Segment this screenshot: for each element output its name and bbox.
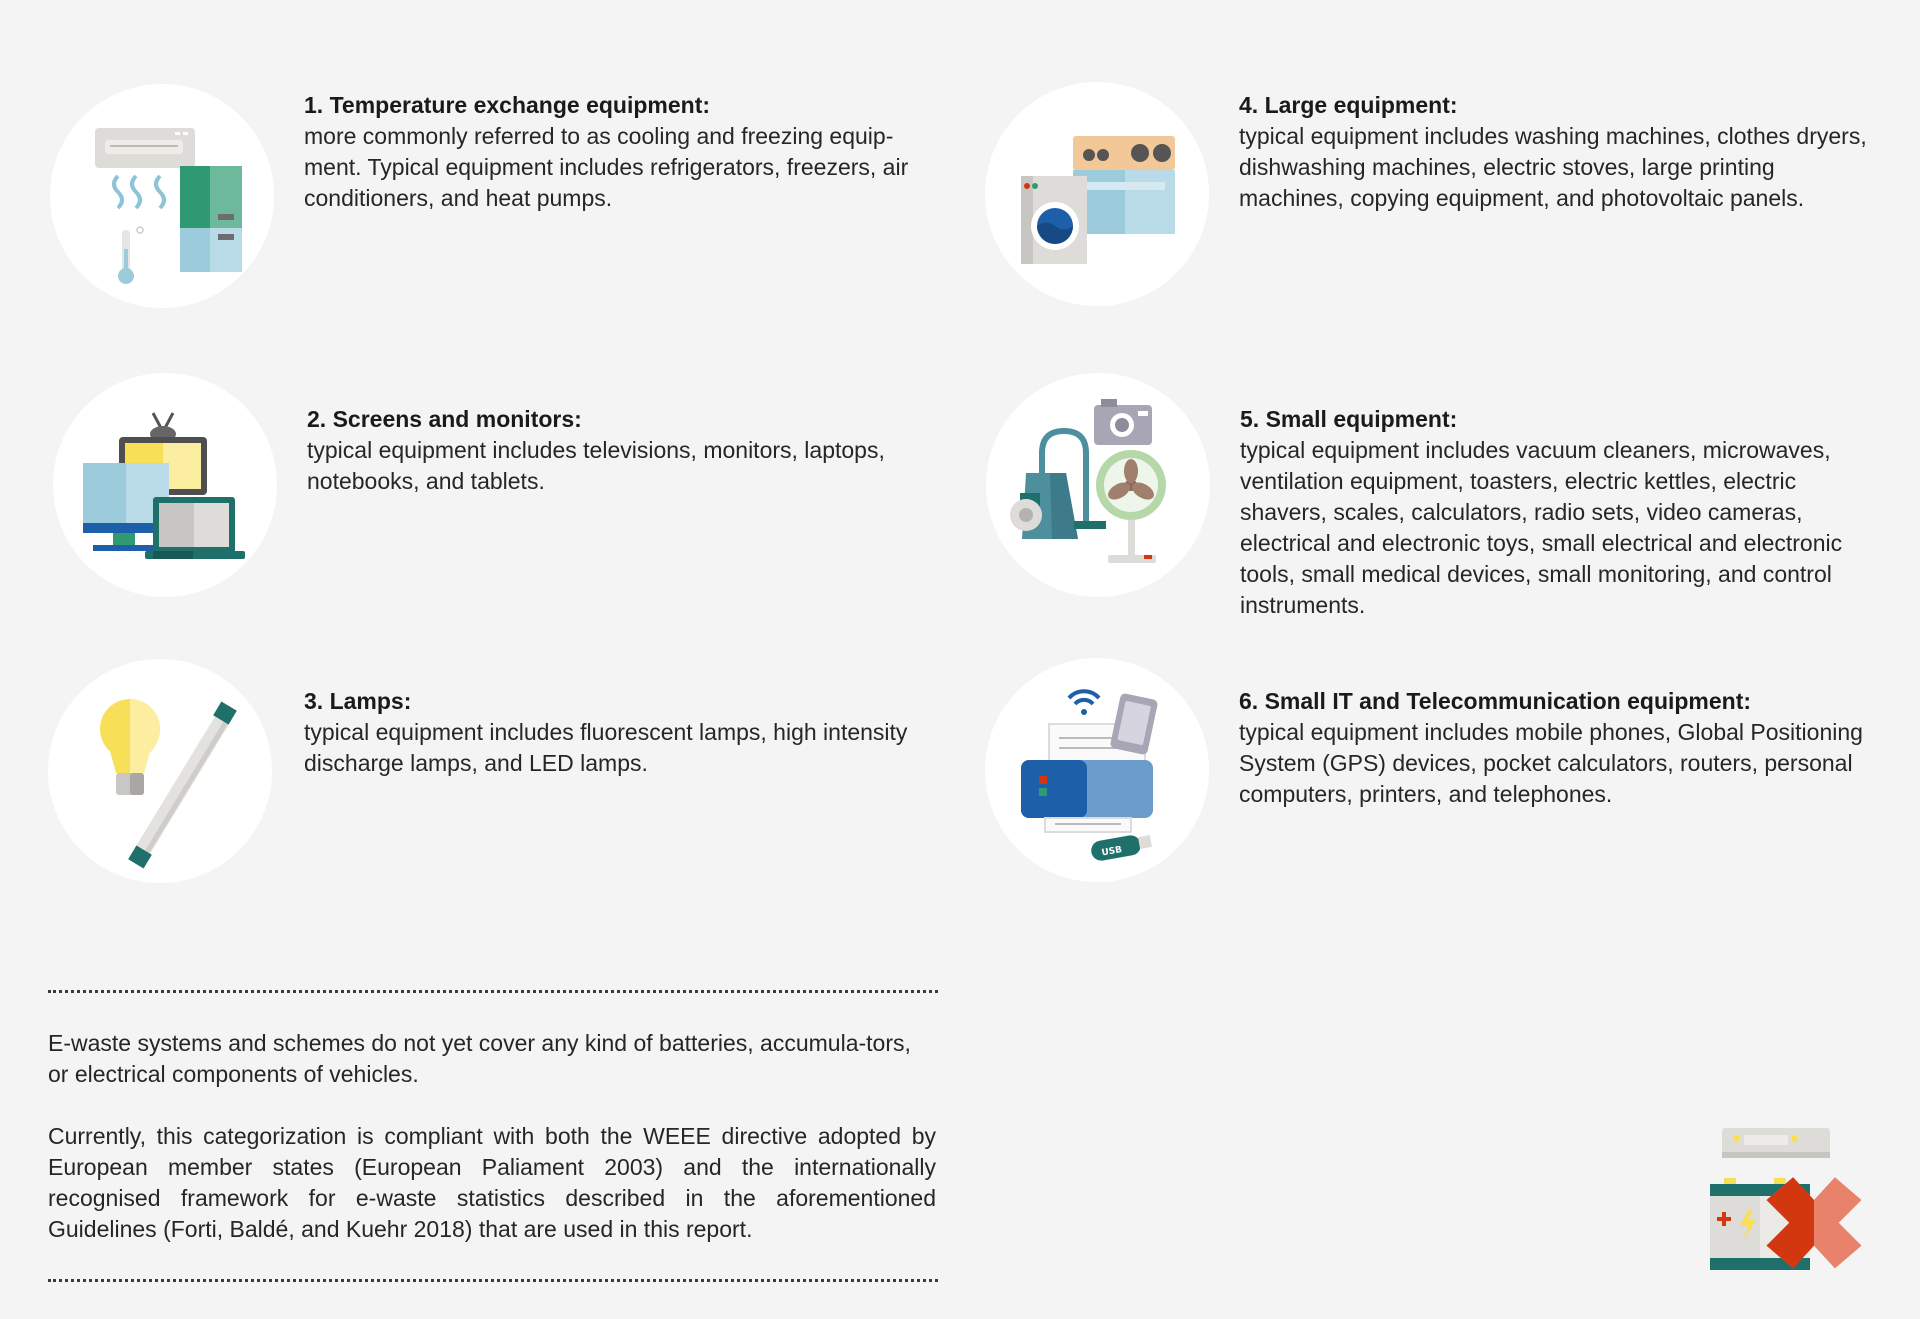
lamps-icon [48, 659, 272, 883]
category-lamps: 3. Lamps: typical equipment includes flu… [304, 686, 944, 779]
excluded-batteries-icon [1704, 1124, 1876, 1284]
exclusion-note: E-waste systems and schemes do not yet c… [48, 1028, 936, 1090]
compliance-note: Currently, this categorization is compli… [48, 1121, 936, 1245]
cooling-freezing-icon [50, 84, 274, 308]
exclusion-text: E-waste systems and schemes do not yet c… [48, 1030, 911, 1087]
category-title: 6. Small IT and Telecommunication equipm… [1239, 688, 1752, 714]
svg-text:USB: USB [1101, 845, 1123, 858]
dotted-divider-top [48, 990, 938, 993]
screens-monitors-icon [53, 373, 277, 597]
category-small-equipment: 5. Small equipment: typical equipment in… [1240, 404, 1880, 621]
category-temperature-exchange: 1. Temperature exchange equipment: more … [304, 90, 944, 214]
category-title: 1. Temperature exchange equipment: [304, 92, 711, 118]
category-title: 5. Small equipment: [1240, 406, 1458, 432]
dotted-divider-bottom [48, 1279, 938, 1282]
category-title: 4. Large equipment: [1239, 92, 1458, 118]
category-title: 2. Screens and monitors: [307, 406, 582, 432]
category-description: typical equipment includes mobile phones… [1239, 719, 1863, 807]
category-description: typical equipment includes fluorescent l… [304, 719, 908, 776]
category-description: more commonly referred to as cooling and… [304, 123, 909, 211]
large-equipment-icon [985, 82, 1209, 306]
category-title: 3. Lamps: [304, 688, 412, 714]
category-it-telecom: 6. Small IT and Telecommunication equipm… [1239, 686, 1879, 810]
category-description: typical equipment includes televisions, … [307, 437, 885, 494]
it-telecom-icon: USB [985, 658, 1209, 882]
category-description: typical equipment includes washing machi… [1239, 123, 1867, 211]
category-description: typical equipment includes vacuum cleane… [1240, 437, 1843, 618]
compliance-text: Currently, this categorization is compli… [48, 1123, 936, 1242]
small-equipment-icon [986, 373, 1210, 597]
category-large-equipment: 4. Large equipment: typical equipment in… [1239, 90, 1879, 214]
category-screens-monitors: 2. Screens and monitors: typical equipme… [307, 404, 947, 497]
